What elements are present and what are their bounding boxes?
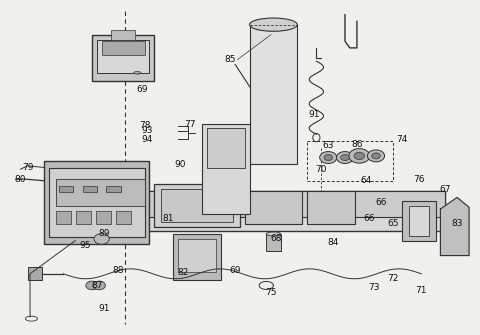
Text: 85: 85 bbox=[225, 55, 236, 64]
Bar bbox=[107, 186, 120, 192]
Bar bbox=[97, 40, 149, 73]
Text: 94: 94 bbox=[141, 135, 153, 144]
Bar bbox=[59, 186, 73, 192]
Text: 66: 66 bbox=[375, 198, 386, 207]
Bar bbox=[116, 211, 131, 224]
Ellipse shape bbox=[266, 232, 281, 236]
Bar bbox=[102, 41, 144, 55]
Bar bbox=[402, 201, 436, 241]
Text: 90: 90 bbox=[175, 160, 186, 169]
Circle shape bbox=[320, 151, 337, 163]
Text: 89: 89 bbox=[98, 229, 110, 239]
Text: 91: 91 bbox=[308, 110, 320, 119]
Bar bbox=[44, 161, 149, 244]
Text: 68: 68 bbox=[270, 234, 282, 244]
Bar bbox=[111, 29, 135, 40]
Text: 86: 86 bbox=[351, 140, 363, 149]
Text: 80: 80 bbox=[15, 175, 26, 184]
Ellipse shape bbox=[134, 71, 141, 74]
Text: 63: 63 bbox=[323, 141, 334, 150]
Bar bbox=[92, 35, 154, 81]
Bar bbox=[83, 186, 97, 192]
Circle shape bbox=[324, 154, 333, 160]
Circle shape bbox=[349, 148, 370, 163]
Text: 73: 73 bbox=[368, 283, 379, 291]
Bar bbox=[49, 168, 144, 237]
Text: 78: 78 bbox=[139, 122, 150, 130]
Bar bbox=[206, 128, 245, 168]
Text: 65: 65 bbox=[387, 219, 398, 228]
Text: 87: 87 bbox=[91, 281, 103, 290]
Text: 66: 66 bbox=[363, 214, 374, 223]
Circle shape bbox=[354, 152, 364, 159]
Text: 79: 79 bbox=[22, 163, 34, 172]
Bar bbox=[307, 191, 355, 224]
Circle shape bbox=[372, 153, 380, 159]
Bar bbox=[250, 25, 297, 164]
Bar bbox=[28, 267, 42, 280]
Text: 69: 69 bbox=[229, 266, 241, 275]
Bar bbox=[154, 184, 240, 227]
Polygon shape bbox=[441, 197, 469, 256]
Bar bbox=[266, 234, 281, 251]
Text: 69: 69 bbox=[136, 85, 148, 94]
Bar bbox=[245, 191, 302, 224]
Circle shape bbox=[336, 151, 354, 163]
Bar bbox=[178, 239, 216, 272]
Text: 81: 81 bbox=[163, 214, 174, 223]
Circle shape bbox=[341, 154, 349, 160]
Text: 67: 67 bbox=[440, 185, 451, 194]
Text: 71: 71 bbox=[416, 286, 427, 295]
Text: 84: 84 bbox=[327, 238, 339, 247]
Text: 70: 70 bbox=[315, 165, 327, 174]
Text: 83: 83 bbox=[451, 219, 463, 228]
Bar bbox=[409, 206, 429, 236]
Bar bbox=[202, 124, 250, 214]
Bar bbox=[56, 179, 144, 206]
Text: 77: 77 bbox=[184, 120, 196, 129]
Ellipse shape bbox=[250, 18, 297, 31]
Circle shape bbox=[94, 233, 109, 244]
Text: 95: 95 bbox=[79, 241, 91, 250]
Text: 72: 72 bbox=[387, 274, 398, 283]
Text: 88: 88 bbox=[112, 266, 124, 275]
Bar bbox=[76, 211, 91, 224]
Circle shape bbox=[93, 281, 106, 290]
Text: 82: 82 bbox=[177, 268, 189, 277]
Circle shape bbox=[367, 150, 384, 162]
Bar bbox=[56, 211, 71, 224]
Text: 93: 93 bbox=[141, 126, 153, 135]
Circle shape bbox=[86, 281, 98, 290]
Bar bbox=[96, 211, 111, 224]
Text: 91: 91 bbox=[98, 304, 110, 313]
Text: 75: 75 bbox=[265, 287, 277, 296]
Text: 76: 76 bbox=[413, 175, 425, 184]
Text: 74: 74 bbox=[396, 135, 408, 144]
Bar bbox=[54, 191, 445, 217]
Bar bbox=[54, 191, 445, 230]
Bar bbox=[161, 189, 233, 222]
Text: 64: 64 bbox=[361, 176, 372, 185]
Bar bbox=[173, 234, 221, 280]
